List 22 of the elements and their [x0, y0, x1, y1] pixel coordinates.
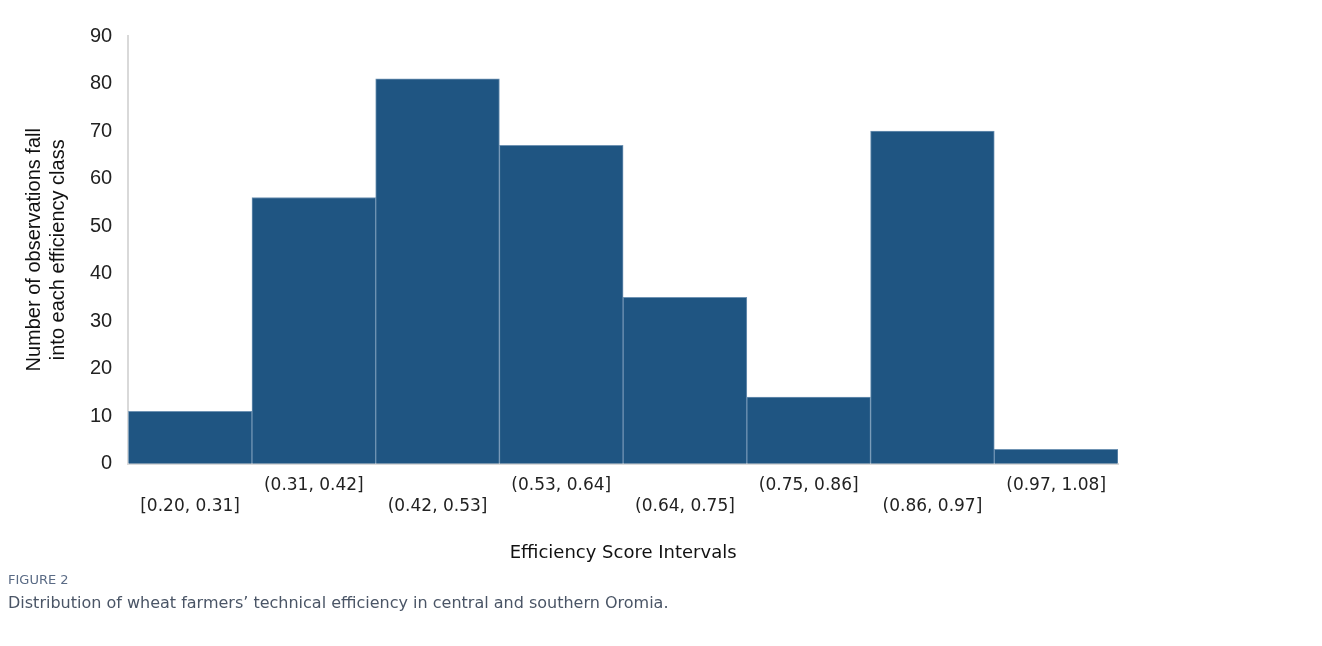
y-tick-label: 10	[90, 403, 113, 426]
y-tick-label: 80	[90, 71, 113, 94]
x-tick-label: (0.75, 0.86]	[758, 474, 859, 495]
y-tick-label: 0	[101, 451, 113, 474]
text: FIGURE 2	[8, 572, 70, 587]
x-tick-label: (0.53, 0.64]	[511, 474, 612, 495]
y-tick-label: 40	[90, 261, 113, 284]
y-tick-label: 50	[90, 213, 113, 236]
y-tick-label: 30	[90, 308, 113, 331]
x-tick-label: (0.86, 0.97]	[882, 494, 983, 515]
x-tick-label: [0.20, 0.31]	[140, 494, 240, 515]
x-tick-label: (0.31, 0.42]	[263, 474, 364, 495]
x-tick-label: (0.97, 1.08]	[1006, 474, 1107, 495]
x-tick-label: (0.42, 0.53]	[387, 494, 488, 515]
y-tick-label: 60	[90, 166, 113, 189]
y-tick-label: 90	[90, 23, 113, 46]
y-tick-label: 70	[90, 118, 113, 141]
text: Distribution of wheat farmers’ technical efficiency in central and southern Oromia.	[8, 593, 670, 612]
y-tick-label: 20	[90, 356, 113, 379]
y-axis-title: Number of observations fall into each efficiency class	[21, 128, 68, 372]
x-axis-title: Efficiency Score Intervals	[509, 540, 737, 562]
x-tick-label: (0.64, 0.75]	[635, 494, 735, 515]
